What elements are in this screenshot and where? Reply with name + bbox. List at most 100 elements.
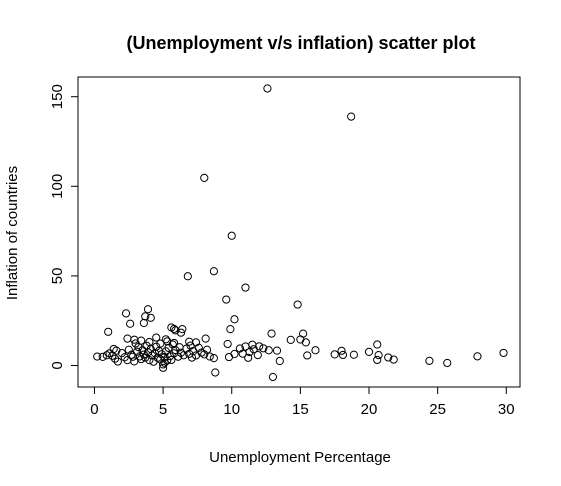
- data-point: [224, 352, 234, 362]
- data-point: [373, 340, 382, 349]
- data-point: [389, 355, 398, 364]
- data-point: [241, 342, 250, 351]
- data-point: [187, 353, 197, 362]
- data-point: [223, 339, 232, 349]
- data-point: [182, 344, 191, 353]
- data-point: [384, 353, 393, 362]
- data-point: [202, 345, 212, 354]
- x-tick-label: 25: [429, 401, 446, 418]
- data-point: [296, 335, 305, 344]
- data-point: [301, 338, 310, 347]
- data-point: [117, 349, 127, 358]
- data-point: [148, 351, 157, 360]
- data-point: [123, 334, 132, 343]
- data-point: [211, 368, 220, 377]
- data-point: [293, 300, 302, 309]
- data-point: [275, 356, 284, 366]
- data-point: [241, 283, 250, 292]
- data-point: [249, 345, 258, 354]
- data-point: [126, 319, 135, 328]
- data-point: [425, 356, 434, 365]
- data-point: [330, 350, 339, 359]
- data-point: [347, 112, 356, 121]
- x-axis-label: Unemployment Percentage: [209, 449, 391, 466]
- data-point: [161, 335, 170, 344]
- y-tick-label: 150: [49, 84, 66, 109]
- data-point: [499, 348, 508, 358]
- data-point: [104, 327, 113, 336]
- data-point: [128, 352, 138, 361]
- data-point: [169, 324, 179, 334]
- x-tick-label: 15: [292, 401, 309, 418]
- data-point: [124, 345, 133, 354]
- data-point: [109, 344, 118, 354]
- data-point: [230, 349, 239, 359]
- data-point: [159, 363, 168, 372]
- data-point: [102, 351, 111, 360]
- data-point: [373, 355, 382, 365]
- x-tick-label: 5: [159, 401, 167, 418]
- data-point: [98, 352, 107, 361]
- y-axis-label: Inflation of countries: [4, 166, 21, 300]
- x-axis: 0 5 10 15 20 25 30: [90, 386, 515, 418]
- data-point: [152, 342, 161, 351]
- data-point: [145, 337, 154, 347]
- data-point: [286, 335, 295, 344]
- data-points: [93, 84, 508, 382]
- data-point: [238, 349, 247, 358]
- data-point: [259, 344, 268, 353]
- data-point: [205, 352, 214, 361]
- data-point: [201, 334, 210, 343]
- y-axis: 0 50 100 150: [49, 84, 79, 370]
- data-point: [113, 357, 122, 366]
- x-tick-label: 30: [498, 401, 515, 418]
- data-point: [185, 337, 194, 346]
- data-point: [165, 352, 175, 361]
- x-tick-label: 10: [223, 401, 240, 418]
- data-point: [473, 352, 482, 361]
- data-point: [230, 315, 239, 324]
- data-point: [364, 347, 374, 356]
- data-point: [138, 346, 147, 355]
- data-point: [121, 309, 131, 318]
- data-point: [183, 272, 192, 281]
- data-point: [176, 348, 186, 357]
- data-point: [200, 173, 209, 182]
- data-point: [244, 353, 253, 362]
- data-point: [93, 352, 102, 361]
- data-point: [267, 329, 276, 338]
- data-point: [255, 342, 264, 351]
- data-point: [163, 356, 172, 365]
- data-point: [200, 350, 209, 359]
- data-point: [235, 344, 245, 353]
- data-point: [176, 328, 186, 337]
- data-point: [222, 295, 231, 304]
- data-point: [263, 84, 272, 93]
- y-tick-label: 0: [49, 361, 66, 369]
- data-point: [145, 356, 154, 365]
- data-point: [143, 305, 153, 314]
- data-point: [303, 351, 312, 360]
- data-point: [157, 350, 166, 359]
- data-point: [338, 350, 348, 360]
- chart-title: (Unemployment v/s inflation) scatter plo…: [126, 33, 475, 53]
- data-point: [209, 354, 218, 363]
- data-point: [227, 231, 236, 240]
- x-tick-label: 0: [90, 401, 98, 418]
- data-point: [443, 358, 452, 368]
- data-point: [132, 347, 142, 356]
- y-tick-label: 100: [49, 174, 66, 199]
- x-tick-label: 20: [361, 401, 378, 418]
- data-point: [248, 340, 257, 349]
- y-tick-label: 50: [49, 268, 66, 285]
- data-point: [146, 313, 155, 322]
- data-point: [337, 346, 346, 355]
- data-point: [253, 351, 262, 360]
- data-point: [264, 346, 273, 355]
- data-point: [226, 325, 235, 334]
- data-point: [152, 333, 161, 342]
- data-point: [374, 351, 383, 360]
- data-point: [163, 337, 172, 346]
- data-point: [194, 343, 203, 352]
